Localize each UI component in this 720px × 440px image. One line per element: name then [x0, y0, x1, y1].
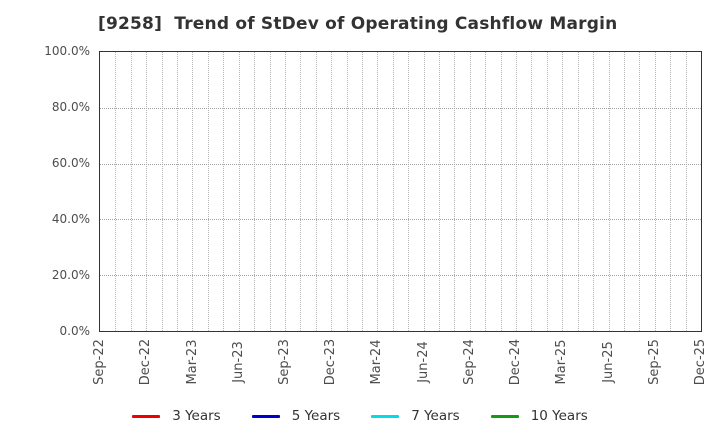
vertical-gridline: [115, 52, 117, 331]
vertical-gridline: [377, 52, 379, 331]
x-tick-label: Jun-23: [230, 341, 246, 383]
x-tick-label: Dec-24: [508, 338, 524, 386]
vertical-gridline: [161, 52, 163, 331]
vertical-gridline: [192, 52, 194, 331]
vertical-gridline: [593, 52, 595, 331]
x-tick-label: Mar-24: [369, 339, 385, 385]
vertical-gridline: [331, 52, 333, 331]
vertical-gridline: [207, 52, 209, 331]
vertical-gridline: [500, 52, 502, 331]
x-tick-label: Sep-23: [276, 339, 292, 385]
plot-area: [99, 51, 702, 332]
y-tick-label: 20.0%: [51, 268, 90, 282]
vertical-gridline: [392, 52, 394, 331]
horizontal-gridline: [100, 163, 701, 165]
x-tick-label: Mar-23: [184, 339, 200, 385]
vertical-gridline: [654, 52, 656, 331]
vertical-gridline: [546, 52, 548, 331]
y-tick-label: 60.0%: [51, 156, 90, 170]
vertical-gridline: [254, 52, 256, 331]
vertical-gridline: [346, 52, 348, 331]
legend-line-swatch: [490, 414, 519, 418]
vertical-gridline: [300, 52, 302, 331]
vertical-gridline: [223, 52, 225, 331]
y-tick-label: 0.0%: [59, 324, 91, 338]
vertical-gridline: [485, 52, 487, 331]
vertical-gridline: [177, 52, 179, 331]
vertical-gridline: [146, 52, 148, 331]
vertical-gridline: [284, 52, 286, 331]
x-tick-label: Mar-25: [554, 339, 570, 385]
y-tick-label: 80.0%: [51, 100, 90, 114]
legend-item: 10 Years: [490, 407, 588, 425]
vertical-gridline: [516, 52, 518, 331]
vertical-gridline: [408, 52, 410, 331]
x-tick-label: Dec-23: [323, 338, 339, 386]
vertical-gridline: [562, 52, 564, 331]
vertical-gridline: [531, 52, 533, 331]
vertical-gridline: [469, 52, 471, 331]
x-tick-label: Jun-24: [415, 341, 431, 383]
vertical-gridline: [423, 52, 425, 331]
vertical-gridline: [639, 52, 641, 331]
horizontal-gridline: [100, 107, 701, 109]
x-tick-label: Sep-22: [92, 339, 107, 385]
legend-label: 5 Years: [291, 408, 341, 424]
y-tick-label: 100.0%: [44, 44, 90, 58]
legend-line-swatch: [371, 414, 400, 418]
x-tick-label: Sep-24: [461, 339, 477, 385]
x-tick-label: Jun-25: [600, 341, 616, 383]
vertical-gridline: [315, 52, 317, 331]
vertical-gridline: [608, 52, 610, 331]
vertical-gridline: [130, 52, 132, 331]
vertical-gridline: [439, 52, 441, 331]
legend-label: 7 Years: [411, 408, 460, 424]
legend-line-swatch: [251, 414, 280, 418]
x-tick-label: Sep-25: [646, 339, 662, 385]
legend-label: 10 Years: [530, 408, 588, 424]
horizontal-gridline: [100, 275, 701, 277]
vertical-gridline: [454, 52, 456, 331]
x-tick-label: Dec-22: [138, 338, 154, 386]
y-tick-label: 40.0%: [51, 212, 90, 226]
vertical-gridline: [623, 52, 625, 331]
vertical-gridline: [269, 52, 271, 331]
vertical-gridline: [361, 52, 363, 331]
x-tick-label: Dec-25: [693, 338, 708, 386]
vertical-gridline: [577, 52, 579, 331]
legend-item: 3 Years: [132, 407, 221, 425]
horizontal-gridline: [100, 219, 701, 221]
legend-label: 3 Years: [172, 408, 221, 424]
vertical-gridline: [685, 52, 687, 331]
chart-title: [9258] Trend of StDev of Operating Cashf…: [98, 14, 618, 34]
vertical-gridline: [238, 52, 240, 331]
legend-item: 5 Years: [251, 407, 341, 425]
legend: 3 Years 5 Years 7 Years 10 Years: [0, 404, 720, 428]
vertical-gridline: [670, 52, 672, 331]
legend-item: 7 Years: [371, 407, 460, 425]
legend-line-swatch: [132, 414, 161, 418]
